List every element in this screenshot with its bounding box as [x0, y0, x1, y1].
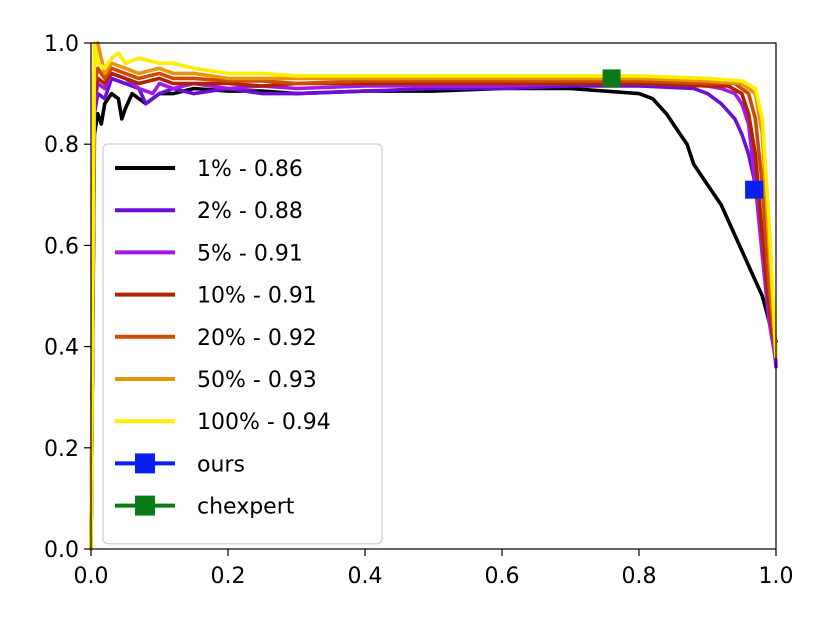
y-tick-label-2: 0.4 [44, 336, 79, 361]
legend-marker-8 [135, 495, 155, 516]
x-tick-label-0: 0.0 [74, 564, 109, 589]
y-tick-label-5: 1.0 [44, 32, 79, 57]
legend-label-3: 10% - 0.91 [197, 284, 317, 309]
series-line-4 [89, 66, 778, 551]
y-tick-label-0: 0.0 [44, 538, 79, 563]
series-line-1 [89, 76, 778, 551]
x-tick-label-4: 0.8 [622, 564, 657, 589]
series-line-5 [89, 41, 778, 551]
marker-layer [602, 69, 764, 199]
legend-label-6: 100% - 0.94 [197, 410, 331, 435]
legend-label-8: chexpert [197, 495, 295, 520]
plot-frame [90, 42, 777, 550]
legend-label-4: 20% - 0.92 [197, 326, 317, 351]
axis-ticks: 0.0 0.2 0.4 0.6 0.8 1.0 0.0 0.2 0.4 0.6 0.8 1.0 [44, 32, 794, 589]
marker-ours [745, 180, 764, 199]
x-tick-label-1: 0.2 [211, 564, 246, 589]
legend-box [102, 143, 383, 545]
legend-marker-7 [135, 453, 155, 474]
legend-label-7: ours [197, 452, 245, 477]
marker-chexpert [602, 69, 621, 88]
x-tick-label-2: 0.4 [348, 564, 383, 589]
legend-label-0: 1% - 0.86 [197, 157, 303, 182]
y-tick-label-3: 0.6 [44, 234, 79, 259]
legend: 1% - 0.86 2% - 0.88 5% - 0.91 10% - 0.91 20%… [102, 143, 383, 545]
x-tick-label-5: 1.0 [759, 564, 794, 589]
y-tick-label-4: 0.8 [44, 133, 79, 158]
legend-label-1: 2% - 0.88 [197, 199, 303, 224]
series-line-6 [89, 41, 778, 551]
legend-label-2: 5% - 0.91 [197, 241, 303, 266]
y-tick-label-1: 0.2 [44, 437, 79, 462]
x-tick-label-3: 0.6 [485, 564, 520, 589]
legend-label-5: 50% - 0.93 [197, 368, 317, 393]
series-layer [89, 41, 778, 551]
